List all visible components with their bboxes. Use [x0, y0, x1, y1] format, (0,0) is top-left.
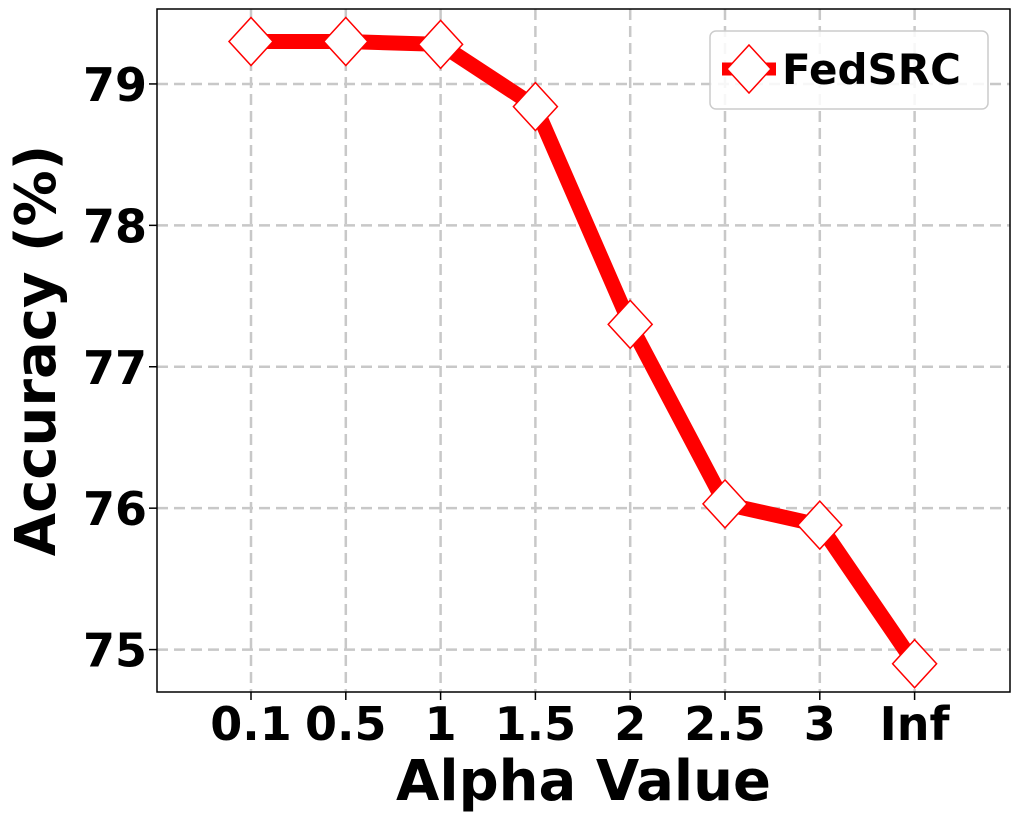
- data-point-marker: [607, 299, 654, 350]
- x-tick-label: 0.5: [305, 697, 387, 751]
- data-point-marker: [512, 81, 559, 132]
- data-point-marker: [796, 500, 843, 551]
- y-tick-label: 79: [83, 58, 147, 112]
- legend-label: FedSRC: [782, 45, 961, 94]
- series-layer: [227, 16, 938, 689]
- y-axis-label: Accuracy (%): [4, 145, 69, 557]
- legend-box: [709, 30, 989, 110]
- x-tick-label: Inf: [880, 697, 951, 751]
- x-axis-label: Alpha Value: [396, 749, 771, 814]
- data-point-marker: [227, 16, 275, 67]
- data-point-marker: [322, 16, 369, 67]
- x-tick-label: 1: [425, 697, 457, 751]
- y-tick-label: 75: [83, 624, 147, 678]
- data-point-marker: [417, 19, 464, 70]
- legend-diamond-marker: [725, 43, 773, 95]
- data-point-marker: [701, 478, 749, 530]
- y-axis-ticks: 75 76 77 78 79: [83, 58, 157, 678]
- plot-frame: [156, 8, 1011, 693]
- legend: FedSRC: [709, 30, 989, 110]
- x-tick-label: 1.5: [495, 697, 577, 751]
- y-tick-label: 76: [83, 482, 147, 536]
- y-gridlines: [157, 82, 1010, 651]
- x-tick-label: 0.1: [210, 697, 292, 751]
- data-point-marker: [891, 638, 938, 689]
- x-tick-label: 3: [804, 697, 836, 751]
- x-axis-ticks: 0.1 0.5 1 1.5 2 2.5 3 Inf: [210, 692, 951, 751]
- series-line: [251, 34, 921, 668]
- x-tick-label: 2: [614, 697, 646, 751]
- y-tick-label: 78: [83, 199, 147, 253]
- y-tick-label: 77: [83, 341, 147, 395]
- x-gridlines: [249, 9, 916, 692]
- x-tick-label: 2.5: [684, 697, 766, 751]
